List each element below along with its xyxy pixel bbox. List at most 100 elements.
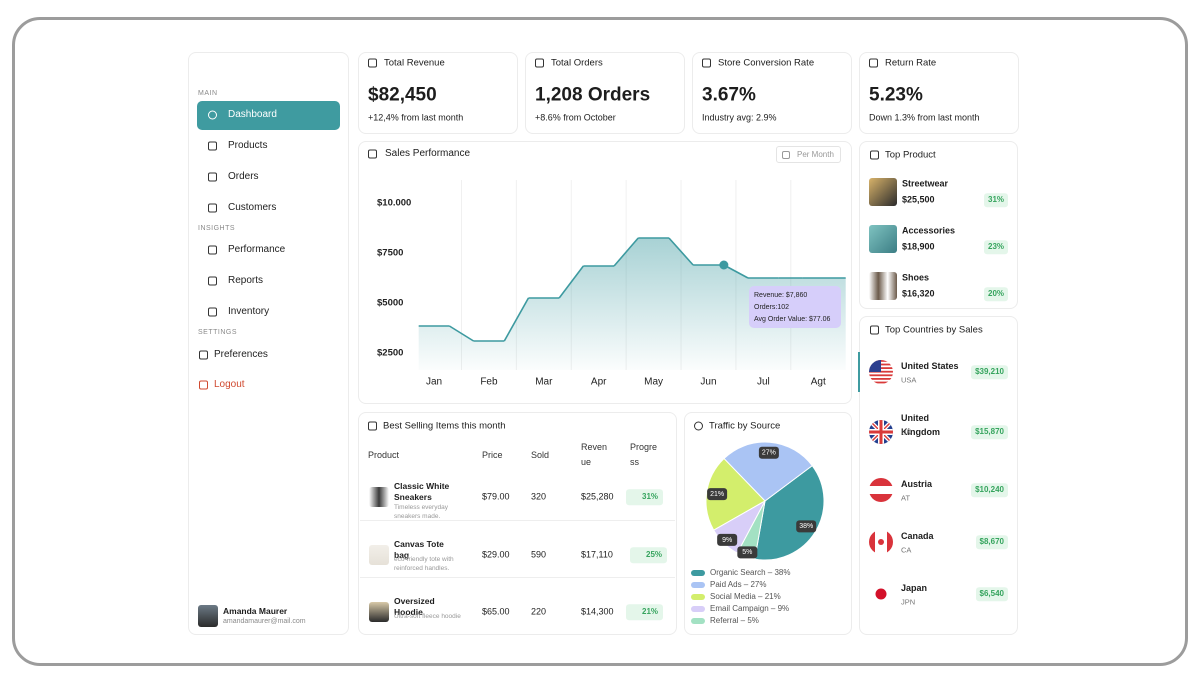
nav-item[interactable]: Performance	[228, 244, 286, 255]
nav-item[interactable]: Preferences	[214, 349, 268, 360]
flag	[869, 530, 893, 554]
slice-label-bg	[707, 488, 728, 501]
card-icon	[694, 421, 703, 431]
item-price: $79.00	[482, 491, 510, 502]
kpi-title: Store Conversion Rate	[718, 57, 815, 69]
y-tick-label: $2500	[377, 348, 403, 359]
column-header: Product	[368, 450, 400, 460]
nav-item[interactable]: Products	[228, 140, 268, 151]
country-code: CA	[901, 545, 912, 555]
x-tick-label: Mar	[535, 377, 553, 388]
item-image	[369, 487, 389, 507]
kpi-card	[859, 52, 1019, 134]
product-name: Accessories	[902, 225, 956, 236]
area	[418, 238, 846, 370]
line-connector	[613, 237, 639, 267]
x-tick-label: Jun	[700, 377, 716, 388]
kpi-card	[358, 52, 518, 134]
item-name: Oversized Hoodie	[394, 596, 435, 617]
tooltip-line: Orders:102	[754, 304, 789, 311]
flag	[869, 420, 893, 444]
kpi-note: Industry avg: 2.9%	[702, 112, 777, 123]
slice-label: 5%	[742, 549, 752, 556]
item-progress: 31%	[626, 489, 664, 505]
item-image	[369, 545, 389, 565]
country-name: Canada	[901, 531, 934, 541]
chart-title: Sales Performance	[385, 148, 471, 159]
legend-swatch	[691, 606, 705, 612]
flag	[869, 360, 893, 384]
product-image	[869, 225, 897, 253]
active-bar	[858, 352, 860, 392]
country-name: United States	[901, 361, 959, 371]
kpi-value: 3.67%	[702, 84, 756, 106]
product-share: 20%	[984, 287, 1009, 301]
kpi-title: Total Revenue	[384, 57, 445, 69]
line-connector	[558, 265, 584, 299]
logout-icon	[199, 380, 208, 390]
country-sales: $15,870	[971, 425, 1008, 439]
kpi-value: $82,450	[368, 84, 437, 106]
nav-item[interactable]: Dashboard	[228, 109, 277, 120]
tooltip-line: Avg Order Value: $77.06	[754, 316, 831, 323]
product-price: $18,900	[902, 241, 935, 252]
y-tick-label: $10.000	[377, 198, 411, 209]
nav-item[interactable]: Customers	[228, 202, 277, 213]
column-header: Revenue	[581, 442, 608, 467]
item-sold: 220	[531, 606, 547, 617]
line-connector	[448, 325, 474, 342]
line-connector	[503, 297, 530, 342]
nav-item[interactable]: Reports	[228, 275, 264, 286]
kpi-card	[525, 52, 685, 134]
nav-icon	[208, 307, 217, 317]
column-header: Progress	[630, 442, 658, 467]
country-name: United Kingdom	[901, 413, 940, 437]
product-name: Streetwear	[902, 178, 949, 189]
item-sold: 590	[531, 549, 547, 560]
x-tick-label: Agt	[811, 377, 826, 388]
nav-icon	[208, 203, 217, 213]
card-title: Best Selling Items this month	[383, 420, 506, 432]
country-sales: $10,240	[971, 483, 1008, 497]
nav-item[interactable]: Inventory	[228, 306, 270, 317]
line-connector	[723, 264, 749, 279]
section-title: INSIGHTS	[198, 224, 236, 232]
item-progress: 21%	[626, 604, 664, 620]
section-title: SETTINGS	[198, 328, 238, 336]
row-divider	[360, 577, 675, 578]
slice-label-bg	[796, 520, 817, 533]
x-tick-label: Feb	[480, 377, 498, 388]
nav-item[interactable]: Orders	[228, 171, 259, 182]
best-selling-card	[358, 412, 677, 635]
card-title: Top Product	[885, 149, 936, 161]
country-name: Japan	[901, 583, 928, 593]
y-tick-label: $5000	[377, 298, 403, 309]
legend-label: Organic Search – 38%	[710, 568, 791, 577]
nav-active[interactable]	[197, 101, 340, 130]
item-image	[369, 602, 389, 622]
period-select[interactable]	[776, 146, 841, 163]
y-tick-label: $7500	[377, 248, 403, 259]
section-title: MAIN	[198, 89, 218, 97]
period-label: Per Month	[797, 149, 834, 159]
kpi-icon	[535, 58, 544, 68]
item-revenue: $25,280	[581, 491, 614, 502]
line-connector	[668, 237, 694, 266]
column-header: Price	[482, 450, 503, 460]
kpi-note: +12,4% from last month	[368, 112, 464, 123]
kpi-value: 5.23%	[869, 84, 923, 106]
kpi-icon	[869, 58, 878, 68]
x-tick-label: Apr	[591, 377, 607, 388]
logout[interactable]: Logout	[214, 379, 245, 390]
legend-label: Referral – 5%	[710, 616, 759, 625]
slice-label-bg	[717, 533, 738, 546]
kpi-title: Total Orders	[551, 57, 603, 69]
user-name: Amanda Maurer	[223, 605, 288, 616]
legend-label: Email Campaign – 9%	[710, 604, 789, 613]
row-divider	[360, 520, 675, 521]
card-title: Traffic by Source	[709, 420, 781, 432]
tooltip	[749, 286, 841, 328]
pie-slice	[705, 457, 766, 531]
nav-icon	[208, 110, 217, 120]
x-tick-label: Jul	[757, 377, 770, 388]
